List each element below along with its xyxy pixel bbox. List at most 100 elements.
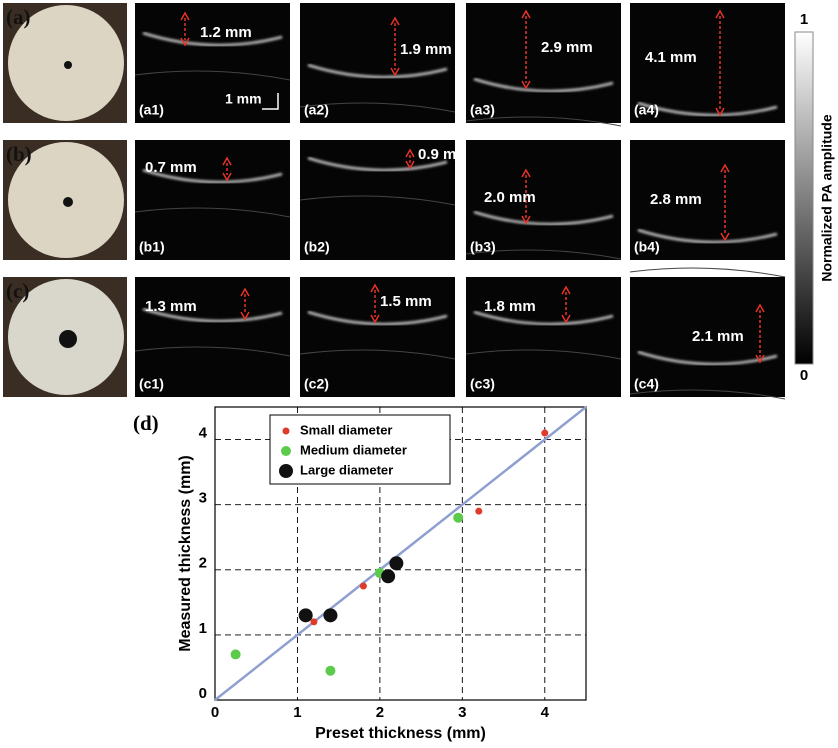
pa-background [629, 267, 786, 278]
arrow-head [715, 107, 725, 117]
x-axis-label: Preset thickness (mm) [315, 725, 486, 742]
x-tick-label: 3 [458, 704, 466, 721]
data-point [298, 608, 313, 623]
image-label: (a1) [139, 102, 164, 118]
pa-image [630, 3, 785, 123]
pa-background [299, 195, 456, 206]
data-point [359, 582, 367, 590]
x-tick-label: 2 [376, 704, 384, 721]
y-tick-label: 4 [199, 425, 208, 442]
arrow-head [521, 168, 531, 178]
legend-marker [282, 427, 290, 435]
pa-signal [307, 310, 448, 326]
pa-signal [142, 168, 283, 184]
pa-signal [473, 77, 614, 93]
legend-marker [281, 446, 291, 456]
row-label: (a) [6, 5, 31, 29]
phantom-hole [59, 330, 77, 348]
image-label: (b1) [139, 239, 165, 255]
pa-image [135, 3, 290, 123]
y-tick-label: 0 [199, 685, 207, 702]
pa-image [135, 277, 290, 397]
arrow-head [180, 37, 190, 47]
pa-background [465, 249, 622, 260]
arrow-head [370, 314, 380, 324]
pa-image [630, 140, 785, 260]
arrow-head [222, 156, 232, 166]
legend-label: Large diameter [300, 462, 393, 477]
pa-background [299, 102, 456, 113]
pa-signal [307, 63, 448, 79]
arrow-head [370, 283, 380, 293]
arrow-head [561, 314, 571, 324]
thickness-label: 1.8 mm [484, 298, 536, 315]
pa-background [465, 116, 622, 127]
pa-signal [473, 210, 614, 226]
arrow-head [720, 232, 730, 242]
image-label: (b2) [304, 239, 330, 255]
thickness-label: 2.9 mm [541, 39, 593, 56]
colorbar-max: 1 [800, 11, 808, 28]
scale-bar [262, 93, 279, 110]
arrow-head [715, 9, 725, 19]
arrow-head [222, 172, 232, 182]
image-label: (b3) [470, 239, 496, 255]
legend-marker [279, 464, 293, 478]
pa-signal [142, 307, 283, 323]
image-label: (b4) [634, 239, 660, 255]
image-label: (c3) [470, 376, 495, 392]
pa-image [466, 3, 621, 123]
legend-label: Medium diameter [300, 442, 407, 457]
image-label: (c1) [139, 376, 164, 392]
thickness-label: 0.7 mm [145, 159, 197, 176]
identity-line [214, 406, 587, 701]
data-point [541, 429, 549, 437]
arrow-head [521, 215, 531, 225]
image-label: (a4) [634, 102, 659, 118]
x-tick-label: 4 [541, 704, 550, 721]
y-axis-label: Measured thickness (mm) [177, 455, 194, 652]
pa-image [300, 140, 455, 260]
arrow-head [755, 354, 765, 364]
colorbar-min: 0 [800, 367, 808, 384]
pa-background [465, 349, 622, 360]
phantom-hole [64, 61, 72, 69]
arrow-head [521, 80, 531, 90]
pa-image [300, 277, 455, 397]
x-tick-label: 0 [211, 704, 219, 721]
pa-signal [307, 156, 448, 172]
legend-label: Small diameter [300, 422, 393, 437]
pa-background [299, 349, 456, 360]
thickness-label: 1.9 mm [400, 41, 452, 58]
arrow-head [405, 160, 415, 170]
x-tick-label: 1 [293, 704, 301, 721]
arrow-head [240, 287, 250, 297]
arrow-head [405, 148, 415, 158]
pa-background [134, 207, 291, 218]
arrow-head [390, 16, 400, 26]
data-point [310, 618, 318, 626]
row-label: (b) [6, 142, 32, 166]
pa-background [134, 346, 291, 357]
thickness-label: 0.9 mm [418, 146, 470, 163]
pa-image [466, 277, 621, 397]
arrow-head [180, 11, 190, 21]
legend [269, 414, 451, 485]
arrow-head [720, 163, 730, 173]
image-label: (a2) [304, 102, 329, 118]
colorbar-label: Normalized PA amplitude [819, 114, 835, 281]
data-point [453, 512, 464, 523]
y-tick-label: 1 [199, 620, 207, 637]
pa-background [134, 70, 291, 81]
scale-bar-label: 1 mm [225, 91, 262, 107]
thickness-label: 1.3 mm [145, 298, 197, 315]
thickness-label: 1.2 mm [200, 24, 252, 41]
pa-background [629, 389, 786, 400]
arrow-head [521, 9, 531, 19]
y-tick-label: 2 [199, 555, 207, 572]
colorbar [794, 31, 814, 365]
image-label: (c2) [304, 376, 329, 392]
panel-label: (d) [133, 411, 159, 435]
thickness-label: 2.1 mm [692, 328, 744, 345]
thickness-label: 2.0 mm [484, 189, 536, 206]
